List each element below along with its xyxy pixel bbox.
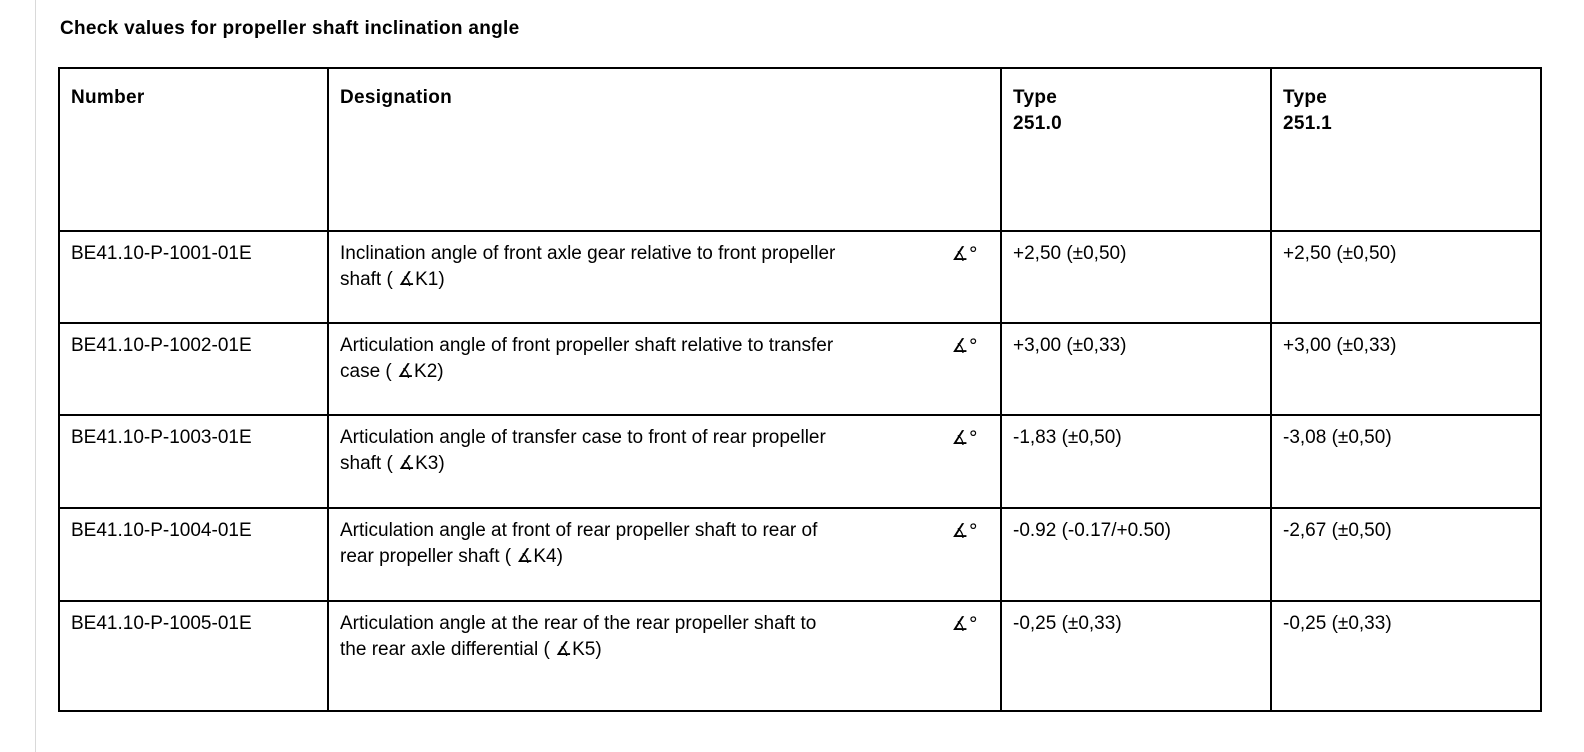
table-row: BE41.10-P-1003-01E Articulation angle of… (58, 414, 1542, 509)
designation-text: Inclination angle of front axle gear rel… (340, 243, 836, 290)
designation-wrap: Articulation angle at front of rear prop… (340, 518, 988, 570)
cell-number: BE41.10-P-1003-01E (58, 414, 329, 509)
col-header-number: Number (58, 67, 329, 232)
cell-type-251-1: +2,50 (±0,50) (1270, 230, 1542, 324)
cell-designation: Inclination angle of front axle gear rel… (327, 230, 1002, 324)
cell-designation: Articulation angle at the rear of the re… (327, 600, 1002, 712)
table-body: BE41.10-P-1001-01E Inclination angle of … (58, 230, 1542, 712)
col-header-type-251-0: Type 251.0 (1000, 67, 1272, 232)
cell-type-251-0: -1,83 (±0,50) (1000, 414, 1272, 509)
designation-wrap: Articulation angle at the rear of the re… (340, 611, 988, 663)
designation-wrap: Articulation angle of front propeller sh… (340, 333, 988, 385)
cell-number: BE41.10-P-1005-01E (58, 600, 329, 712)
angle-degree-symbol: ∡° (951, 243, 978, 265)
table-header: Number Designation Type 251.0 Type 251.1 (58, 67, 1542, 232)
angle-degree-symbol: ∡° (951, 427, 978, 449)
cell-type-251-1: -2,67 (±0,50) (1270, 507, 1542, 602)
designation-text: Articulation angle of front propeller sh… (340, 335, 834, 382)
cell-number: BE41.10-P-1002-01E (58, 322, 329, 416)
cell-type-251-0: -0,25 (±0,33) (1000, 600, 1272, 712)
cell-number: BE41.10-P-1004-01E (58, 507, 329, 602)
designation-text: Articulation angle at the rear of the re… (340, 613, 817, 660)
type-value: 251.0 (1013, 113, 1063, 134)
table-row: BE41.10-P-1004-01E Articulation angle at… (58, 507, 1542, 602)
cell-number: BE41.10-P-1001-01E (58, 230, 329, 324)
designation-text: Articulation angle at front of rear prop… (340, 520, 818, 567)
col-header-designation: Designation (327, 67, 1002, 232)
cell-type-251-0: +2,50 (±0,50) (1000, 230, 1272, 324)
cell-type-251-0: +3,00 (±0,33) (1000, 322, 1272, 416)
page-edge-line (35, 0, 36, 752)
cell-designation: Articulation angle of front propeller sh… (327, 322, 1002, 416)
header-row: Number Designation Type 251.0 Type 251.1 (58, 67, 1542, 232)
cell-designation: Articulation angle of transfer case to f… (327, 414, 1002, 509)
page-title: Check values for propeller shaft inclina… (60, 18, 520, 39)
cell-designation: Articulation angle at front of rear prop… (327, 507, 1002, 602)
designation-wrap: Articulation angle of transfer case to f… (340, 425, 988, 477)
cell-type-251-0: -0.92 (-0.17/+0.50) (1000, 507, 1272, 602)
type-label: Type (1283, 87, 1328, 108)
designation-text: Articulation angle of transfer case to f… (340, 427, 826, 474)
angle-degree-symbol: ∡° (951, 335, 978, 357)
table-row: BE41.10-P-1002-01E Articulation angle of… (58, 322, 1542, 416)
col-header-type-251-1: Type 251.1 (1270, 67, 1542, 232)
cell-type-251-1: -3,08 (±0,50) (1270, 414, 1542, 509)
cell-type-251-1: +3,00 (±0,33) (1270, 322, 1542, 416)
check-values-table: Number Designation Type 251.0 Type 251.1… (58, 67, 1542, 712)
cell-type-251-1: -0,25 (±0,33) (1270, 600, 1542, 712)
table-row: BE41.10-P-1001-01E Inclination angle of … (58, 230, 1542, 324)
table-row: BE41.10-P-1005-01E Articulation angle at… (58, 600, 1542, 712)
designation-wrap: Inclination angle of front axle gear rel… (340, 241, 988, 293)
type-label: Type (1013, 87, 1058, 108)
angle-degree-symbol: ∡° (951, 613, 978, 635)
type-value: 251.1 (1283, 113, 1333, 134)
angle-degree-symbol: ∡° (951, 520, 978, 542)
